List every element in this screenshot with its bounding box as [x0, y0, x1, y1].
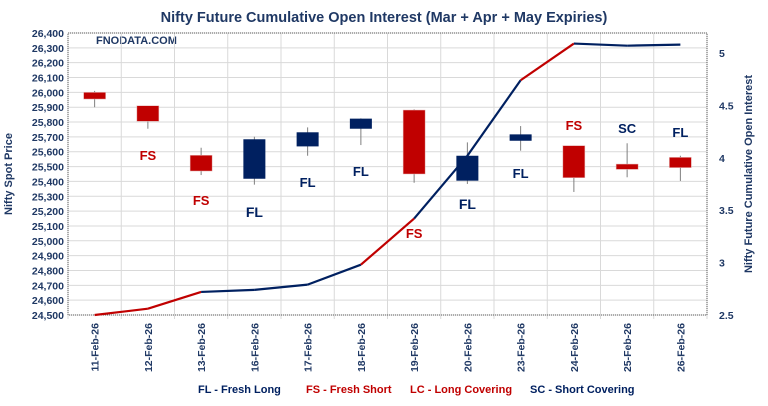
x-tick-label: 24-Feb-26 [569, 323, 581, 372]
y-tick-label: 25,400 [32, 176, 64, 188]
y-tick-label: 24,700 [32, 280, 64, 292]
y-tick-label: 25,500 [32, 162, 64, 174]
candle-body [296, 132, 319, 147]
y-tick-label: 24,900 [32, 251, 64, 263]
oi-line-segment [520, 42, 575, 82]
y-axis-label: Nifty Spot Price [3, 133, 15, 215]
annotation-label: FS [406, 226, 423, 241]
candle-body [349, 118, 372, 129]
y2-axis-label: Nifty Future Cumulative Open Interest [743, 75, 755, 273]
annotation-label: FL [353, 164, 369, 179]
annotation-label: FS [193, 193, 210, 208]
y-tick-label: 25,800 [32, 117, 64, 129]
x-tick-label: 18-Feb-26 [356, 323, 368, 372]
candle-body [136, 105, 160, 122]
plot-border [67, 32, 708, 316]
y-tick-label: 25,900 [32, 102, 64, 114]
y2-tick-label: 5 [719, 48, 725, 60]
x-tick-label: 12-Feb-26 [143, 323, 155, 372]
oi-line-segment [360, 217, 415, 266]
candle-body [509, 134, 532, 141]
y-tick-label: 26,400 [32, 28, 64, 40]
y-tick-label: 25,100 [32, 221, 64, 233]
oi-line-segment [201, 288, 255, 294]
y-tick-label: 25,600 [32, 147, 64, 159]
y-tick-label: 26,000 [32, 87, 64, 99]
candle-body [669, 157, 692, 168]
y-tick-label: 25,300 [32, 191, 64, 203]
oi-line-segment [466, 79, 522, 157]
annotation-label: FL [672, 125, 688, 140]
candle-body [83, 92, 106, 100]
y-tick-label: 26,100 [32, 73, 64, 85]
candle-body [243, 139, 266, 179]
y-tick-label: 26,300 [32, 43, 64, 55]
candle-body [456, 155, 479, 181]
oi-line-segment [627, 43, 681, 47]
annotation-label: FL [246, 204, 264, 220]
legend-item: LC - Long Covering [410, 384, 512, 396]
annotation-label: FS [140, 148, 157, 163]
y-tick-label: 24,600 [32, 295, 64, 307]
oi-line-segment [254, 283, 308, 291]
oi-line-segment [147, 290, 202, 310]
candle-body [615, 163, 639, 170]
candle-body [402, 109, 426, 175]
x-tick-label: 13-Feb-26 [196, 323, 208, 372]
x-tick-label: 16-Feb-26 [249, 323, 261, 372]
watermark: FNODATA.COM [96, 35, 177, 47]
annotation-label: FL [513, 166, 529, 181]
y2-tick-label: 4.5 [719, 100, 734, 112]
y-tick-label: 24,500 [32, 310, 64, 322]
y-tick-label: 25,700 [32, 132, 64, 144]
oi-line-segment [307, 263, 362, 286]
y-tick-label: 24,800 [32, 265, 64, 277]
x-tick-label: 25-Feb-26 [622, 323, 634, 372]
annotation-label: FS [566, 118, 583, 133]
y2-tick-label: 2.5 [719, 310, 734, 322]
y2-tick-label: 4 [719, 153, 725, 165]
x-tick-label: 11-Feb-26 [90, 323, 102, 372]
chart-title: Nifty Future Cumulative Open Interest (M… [161, 10, 608, 26]
legend-item: SC - Short Covering [530, 384, 635, 396]
y2-tick-label: 3.5 [719, 205, 734, 217]
oi-line-segment [573, 42, 628, 47]
x-tick-label: 17-Feb-26 [303, 323, 315, 372]
annotation-label: FL [459, 196, 477, 212]
candle-body [189, 155, 213, 172]
annotation-label: SC [618, 121, 637, 136]
y2-tick-label: 3 [719, 258, 725, 270]
x-tick-label: 19-Feb-26 [409, 323, 421, 372]
x-tick-label: 20-Feb-26 [462, 323, 474, 372]
oi-line-segment [413, 154, 469, 220]
legend-item: FS - Fresh Short [306, 384, 392, 396]
x-tick-label: 23-Feb-26 [516, 323, 528, 372]
legend-item: FL - Fresh Long [198, 384, 281, 396]
y-tick-label: 26,200 [32, 58, 64, 70]
oi-line-segment [94, 307, 149, 317]
annotation-label: FL [300, 175, 316, 190]
y-tick-label: 25,200 [32, 206, 64, 218]
candle-body [562, 145, 586, 178]
x-tick-label: 26-Feb-26 [675, 323, 687, 372]
y-tick-label: 25,000 [32, 236, 64, 248]
